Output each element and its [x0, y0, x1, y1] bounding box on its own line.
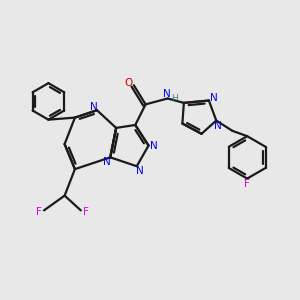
Text: N: N	[163, 89, 171, 99]
Text: F: F	[36, 207, 42, 217]
Text: N: N	[210, 94, 218, 103]
Text: N: N	[136, 166, 144, 176]
Text: N: N	[150, 141, 158, 151]
Text: F: F	[83, 207, 89, 217]
Text: H: H	[171, 94, 178, 103]
Text: O: O	[124, 78, 133, 88]
Text: N: N	[90, 102, 97, 112]
Text: F: F	[244, 179, 250, 190]
Text: N: N	[103, 157, 111, 167]
Text: N: N	[214, 121, 222, 130]
